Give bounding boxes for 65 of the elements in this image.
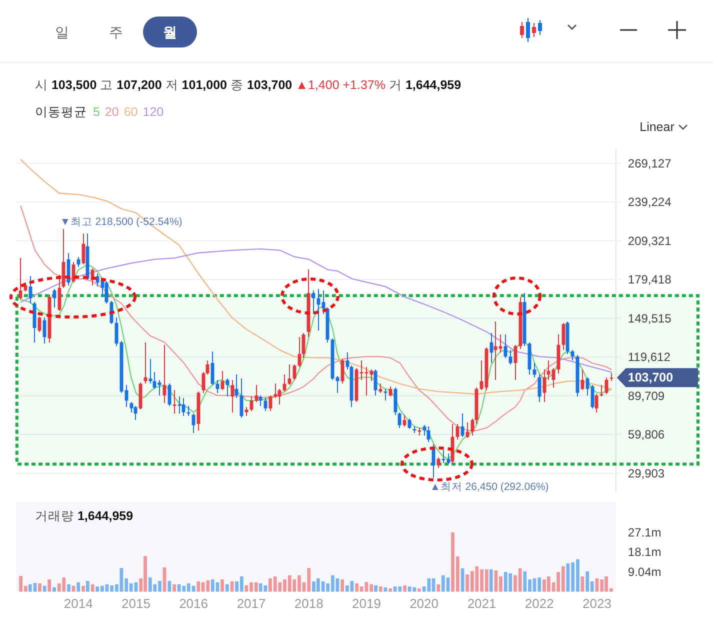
annotation: 103,700	[628, 370, 674, 385]
bar	[48, 579, 52, 592]
candlestick	[216, 379, 220, 394]
bar	[403, 585, 406, 592]
text: 거래량 1,644,959	[35, 509, 134, 523]
bar	[52, 587, 56, 592]
candlestick	[244, 406, 248, 417]
x-tick-label: 2022	[524, 596, 554, 612]
bar	[82, 586, 85, 592]
candlestick	[600, 384, 604, 398]
x-tick-label: 2018	[294, 596, 324, 612]
bar	[384, 587, 388, 592]
candlestick	[498, 334, 502, 354]
y-tick-label: 239,224	[628, 195, 672, 210]
legend: 이동평균 5 20 60 120	[35, 105, 164, 119]
bar	[76, 582, 80, 592]
x-tick-label: 2015	[122, 596, 150, 612]
bar	[378, 586, 382, 592]
text: 일	[55, 24, 69, 40]
bar	[220, 579, 224, 592]
bar	[67, 584, 70, 592]
bar	[168, 580, 172, 592]
x-tick-label: 2020	[410, 596, 439, 612]
bar	[90, 584, 94, 592]
y-tick-label: 59,806	[628, 428, 665, 442]
text: 주	[109, 24, 123, 40]
y-tick-label: 27.1m	[628, 525, 662, 540]
x-tick-label: 2016	[179, 596, 208, 612]
line-series	[20, 248, 612, 373]
y-tick-label: 269,127	[628, 156, 672, 170]
bar	[388, 588, 392, 592]
annotation: ▲최저 26,450 (292.06%)	[430, 480, 549, 493]
y-tick-label: 119,612	[628, 350, 671, 364]
bar	[172, 584, 176, 592]
bar	[374, 585, 378, 592]
x-tick-label: 2017	[236, 596, 266, 612]
candlestick	[384, 388, 388, 402]
x-tick-label: 2019	[352, 596, 381, 612]
chart-title: 시 103,500 고 107,200 저 101,000 종 103,700 ▲1,400 +1.37% 거 1,644,959	[35, 78, 462, 92]
bar	[42, 586, 46, 592]
text: Linear	[640, 120, 674, 134]
bar	[489, 569, 493, 592]
candlestick	[466, 422, 470, 439]
candlestick	[360, 360, 364, 380]
y-tick-label: 89,709	[628, 388, 665, 403]
y-tick-label: 149,515	[628, 311, 672, 326]
candlestick	[130, 401, 134, 413]
candlestick	[178, 396, 182, 414]
x-tick-label: 2021	[467, 596, 496, 612]
text: 월	[163, 24, 177, 40]
y-tick-label: 9.04m	[628, 564, 662, 579]
candlestick	[364, 366, 368, 396]
x-tick-label: 2014	[64, 596, 93, 612]
bar	[417, 588, 421, 592]
bar	[436, 584, 440, 592]
y-tick-label: 179,418	[628, 272, 672, 287]
bar	[38, 583, 42, 592]
y-tick-label: 18.1m	[628, 545, 662, 560]
bar	[225, 584, 229, 592]
bar	[340, 579, 344, 592]
y-tick-label: 209,321	[628, 234, 672, 248]
bar	[86, 580, 90, 592]
candlestick	[172, 390, 176, 414]
x-tick-label: 2023	[582, 596, 612, 612]
y-tick-label: 29,903	[628, 466, 665, 480]
